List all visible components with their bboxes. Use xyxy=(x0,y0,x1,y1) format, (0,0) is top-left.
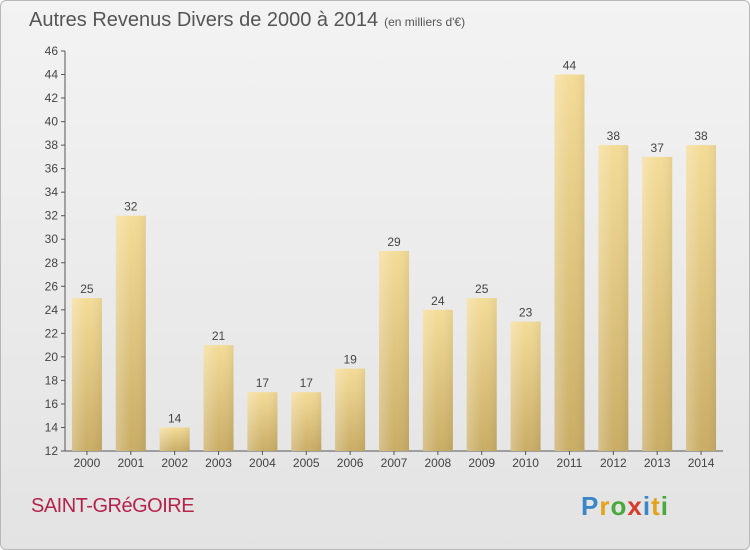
y-tick-label: 40 xyxy=(45,115,59,129)
bar-shade xyxy=(335,368,366,451)
x-tick-label: 2006 xyxy=(337,456,364,470)
y-tick-label: 22 xyxy=(45,326,59,340)
bar-value-label: 37 xyxy=(651,141,665,155)
y-tick-label: 14 xyxy=(45,420,59,434)
bar-value-label: 38 xyxy=(607,129,621,143)
bar-shade xyxy=(159,427,190,451)
bar-value-label: 17 xyxy=(300,376,314,390)
y-tick-label: 46 xyxy=(45,44,59,58)
x-tick-label: 2010 xyxy=(512,456,539,470)
x-tick-label: 2000 xyxy=(74,456,101,470)
x-tick-label: 2004 xyxy=(249,456,276,470)
x-tick-label: 2014 xyxy=(688,456,715,470)
x-tick-label: 2007 xyxy=(381,456,408,470)
y-tick-label: 26 xyxy=(45,279,59,293)
proxiti-logo: Proxiti xyxy=(581,491,669,522)
logo-letter: t xyxy=(651,491,661,521)
bar-value-label: 44 xyxy=(563,59,577,73)
x-tick-label: 2001 xyxy=(117,456,144,470)
logo-letter: i xyxy=(660,491,669,521)
x-tick-label: 2012 xyxy=(600,456,627,470)
logo-letter: r xyxy=(599,491,611,521)
bar-value-label: 25 xyxy=(80,282,94,296)
bar-value-label: 25 xyxy=(475,282,489,296)
chart-title-unit: (en milliers d'€) xyxy=(384,15,466,29)
bar-shade xyxy=(686,145,717,451)
bar-shade xyxy=(422,309,453,451)
x-tick-label: 2011 xyxy=(557,456,583,470)
y-tick-label: 12 xyxy=(45,444,59,458)
x-tick-label: 2009 xyxy=(468,456,495,470)
bar-value-label: 19 xyxy=(343,353,357,367)
bar-shade xyxy=(247,392,278,451)
y-tick-label: 42 xyxy=(45,91,59,105)
x-tick-label: 2002 xyxy=(161,456,188,470)
bar-shade xyxy=(71,298,102,451)
bar-shade xyxy=(379,251,409,451)
chart-title: Autres Revenus Divers de 2000 à 2014 (en … xyxy=(29,9,465,32)
bar-shade xyxy=(291,392,322,451)
y-tick-label: 20 xyxy=(45,350,59,364)
logo-letter: x xyxy=(627,491,643,521)
bar-value-label: 17 xyxy=(256,376,270,390)
y-tick-label: 36 xyxy=(45,162,59,176)
y-tick-label: 32 xyxy=(45,209,59,223)
town-name: SAINT-GRéGOIRE xyxy=(31,495,195,517)
y-tick-label: 44 xyxy=(45,68,59,82)
x-tick-label: 2003 xyxy=(205,456,232,470)
bar-value-label: 21 xyxy=(212,329,226,343)
bar-value-label: 14 xyxy=(168,411,182,425)
y-tick-label: 28 xyxy=(45,256,59,270)
y-tick-label: 38 xyxy=(45,138,59,152)
bar-shade xyxy=(203,345,234,451)
bar-value-label: 23 xyxy=(519,306,533,320)
y-tick-label: 34 xyxy=(45,185,59,199)
y-tick-label: 24 xyxy=(45,303,59,317)
x-tick-label: 2005 xyxy=(293,456,320,470)
bar-shade xyxy=(598,145,629,451)
x-tick-label: 2013 xyxy=(644,456,671,470)
logo-letter: P xyxy=(581,491,600,521)
bar-value-label: 38 xyxy=(694,129,708,143)
bar-shade xyxy=(510,321,541,451)
y-tick-label: 18 xyxy=(45,373,59,387)
bar-value-label: 29 xyxy=(387,235,401,249)
bar-shade xyxy=(554,74,585,451)
bar-shade xyxy=(642,156,673,451)
bar-shade xyxy=(466,298,497,451)
logo-letter: i xyxy=(642,491,652,521)
logo-letter: o xyxy=(610,491,628,521)
bar-shade xyxy=(115,215,146,451)
bar-value-label: 24 xyxy=(431,294,445,308)
x-tick-label: 2008 xyxy=(425,456,452,470)
bar-value-label: 32 xyxy=(124,200,138,214)
y-tick-label: 30 xyxy=(45,232,59,246)
chart-title-main: Autres Revenus Divers de 2000 à 2014 xyxy=(29,9,379,31)
y-tick-label: 16 xyxy=(45,397,59,411)
